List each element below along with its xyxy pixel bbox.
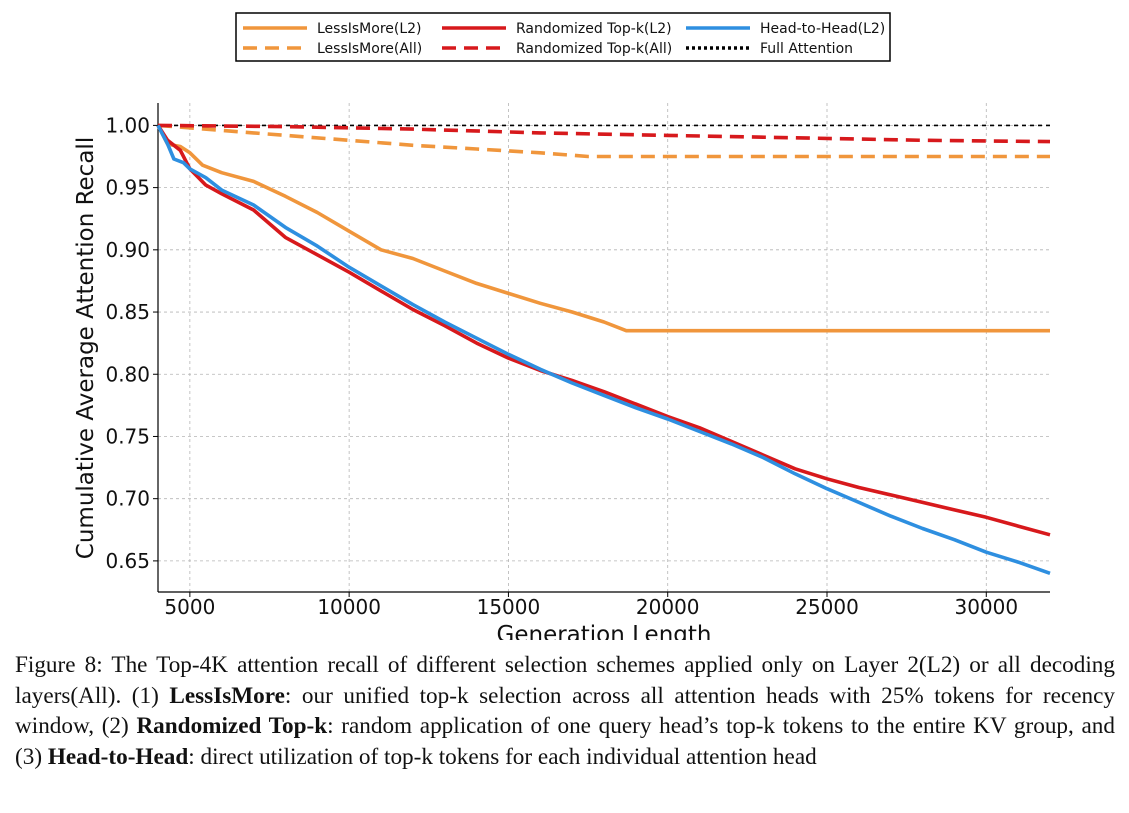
series-line-lessismore-l2-	[156, 124, 1050, 333]
caption-text-2: : random application of one query head’s…	[15, 713, 1115, 770]
figure-caption: Figure 8: The Top-4K attention recall of…	[15, 650, 1115, 772]
caption-text-3: : direct utilization of top-k tokens for…	[188, 743, 817, 770]
series-line-head-to-head-l2-	[156, 124, 1051, 575]
legend-label: Randomized Top-k(L2)	[516, 21, 672, 37]
x-tick-label: 10000	[317, 595, 381, 619]
legend-label: LessIsMore(All)	[317, 41, 422, 57]
y-tick-label: 0.75	[105, 424, 150, 448]
x-tick-label: 25000	[795, 595, 859, 619]
y-tick-label: 0.80	[105, 362, 150, 386]
caption-text-1: : our unified top-k selection across all…	[15, 682, 1115, 740]
x-tick-label: 5000	[164, 595, 215, 619]
y-tick-label: 0.65	[105, 549, 150, 573]
caption-term-randomized: Randomized Top-k	[136, 713, 328, 739]
grid	[158, 103, 1050, 592]
caption-term-lessismore: LessIsMore	[169, 682, 285, 709]
caption-prefix: Figure 8: The Top-4K attention recall of…	[15, 652, 1115, 709]
y-tick-label: 0.95	[105, 176, 150, 200]
legend-label: Head-to-Head(L2)	[760, 21, 885, 37]
series-lines	[156, 123, 1051, 575]
legend-box	[235, 12, 891, 62]
series-line-lessismore-all-	[157, 123, 1050, 159]
legend: LessIsMore(L2) Randomized Top-k(L2) Head-t…	[235, 12, 891, 62]
y-tick-label: 0.85	[105, 300, 150, 324]
legend-label: Randomized Top-k(All)	[516, 41, 672, 57]
tick-labels: 5000 10000 15000 20000 25000 30000 0.65 0.70 0.7…	[105, 113, 1018, 619]
x-axis-title: Generation Length	[497, 622, 712, 640]
x-tick-label: 30000	[954, 595, 1018, 619]
y-tick-label: 0.90	[105, 238, 150, 262]
y-tick-label: 0.70	[105, 487, 150, 511]
line-chart: 5000 10000 15000 20000 25000 30000 0.65 0.70 0.7…	[73, 12, 1051, 640]
series-line-randomized-top-k-all-	[157, 123, 1051, 144]
legend-label: Full Attention	[760, 41, 853, 57]
caption-term-head-to-head: Head-to-Head	[47, 743, 189, 770]
x-tick-label: 15000	[477, 595, 541, 619]
y-axis-title: Cumulative Average Attention Recall	[73, 137, 99, 559]
axes	[153, 103, 1050, 597]
x-tick-label: 20000	[636, 595, 700, 619]
legend-label: LessIsMore(L2)	[317, 21, 422, 37]
y-tick-label: 1.00	[105, 113, 150, 137]
